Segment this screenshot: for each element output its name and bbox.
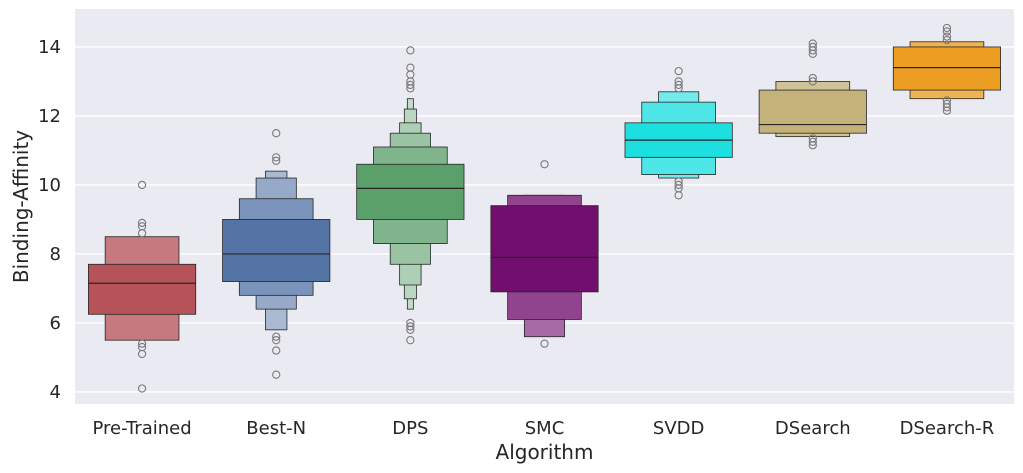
boxen-box xyxy=(356,163,465,220)
x-tick-label: SVDD xyxy=(653,418,704,439)
outlier-point xyxy=(942,96,952,105)
outlier-point xyxy=(942,99,952,109)
outlier-point xyxy=(272,336,281,345)
outlier-point xyxy=(137,180,147,190)
outlier-point xyxy=(674,180,683,190)
outlier-point xyxy=(272,129,281,138)
outlier-point xyxy=(808,77,817,86)
outlier-point xyxy=(540,339,549,348)
boxen-box xyxy=(490,205,599,293)
x-tick-label: DPS xyxy=(392,418,428,439)
series-dsearch xyxy=(758,39,867,150)
outlier-point xyxy=(942,35,952,45)
x-tick-label: SMC xyxy=(525,418,565,439)
outlier-point xyxy=(272,153,281,162)
y-tick-label: 8 xyxy=(50,244,61,265)
outlier-point xyxy=(942,32,952,41)
x-tick-label: DSearch-R xyxy=(900,418,995,439)
y-tick-label: 4 xyxy=(50,382,61,403)
outlier-point xyxy=(137,218,147,228)
outlier-point xyxy=(674,80,683,90)
outlier-point xyxy=(808,137,817,146)
x-tick-label: Pre-Trained xyxy=(92,418,191,439)
outlier-point xyxy=(406,63,415,72)
y-axis-label: Binding-Affinity xyxy=(9,130,33,283)
boxen-box xyxy=(892,46,1001,91)
outlier-point xyxy=(808,39,817,48)
boxen-box xyxy=(758,89,867,134)
outlier-point xyxy=(808,73,817,83)
y-tick-label: 14 xyxy=(38,37,61,58)
x-axis-ticks: Pre-Trained Best-N DPS SMC SVDD DSearch DSearc… xyxy=(92,418,994,439)
outlier-point xyxy=(674,77,683,86)
outlier-point xyxy=(406,46,415,55)
outlier-point xyxy=(942,23,952,33)
y-tick-label: 6 xyxy=(50,313,61,334)
outlier-point xyxy=(540,160,549,169)
outlier-point xyxy=(406,322,415,331)
outlier-point xyxy=(406,318,415,328)
y-tick-label: 10 xyxy=(38,175,61,196)
series-dsearch-r xyxy=(892,23,1001,115)
series-pre-trained xyxy=(88,180,197,393)
outlier-point xyxy=(272,346,281,355)
boxen-series xyxy=(88,23,1001,393)
outlier-point xyxy=(406,80,415,90)
outlier-point xyxy=(272,370,281,379)
outlier-point xyxy=(137,339,147,348)
outlier-point xyxy=(942,27,952,36)
series-best-n xyxy=(222,129,331,379)
series-svdd xyxy=(624,66,733,200)
outlier-point xyxy=(406,336,415,345)
outlier-point xyxy=(272,156,281,165)
outlier-point xyxy=(137,342,147,352)
outlier-point xyxy=(808,134,817,143)
x-axis-label: Algorithm xyxy=(496,440,594,464)
series-dps xyxy=(356,46,465,345)
x-tick-label: Best-N xyxy=(246,418,306,439)
y-axis-ticks: 4 6 8 10 12 14 xyxy=(38,37,61,403)
outlier-point xyxy=(272,332,281,341)
outlier-point xyxy=(674,66,683,76)
y-tick-label: 12 xyxy=(38,106,61,127)
boxen-box xyxy=(222,219,331,282)
outlier-point xyxy=(674,177,683,186)
outlier-point xyxy=(137,384,147,393)
series-smc xyxy=(490,160,599,348)
boxen-box xyxy=(88,263,197,315)
outlier-point xyxy=(808,42,817,52)
outlier-point xyxy=(137,222,147,231)
x-tick-label: DSearch xyxy=(775,418,851,439)
